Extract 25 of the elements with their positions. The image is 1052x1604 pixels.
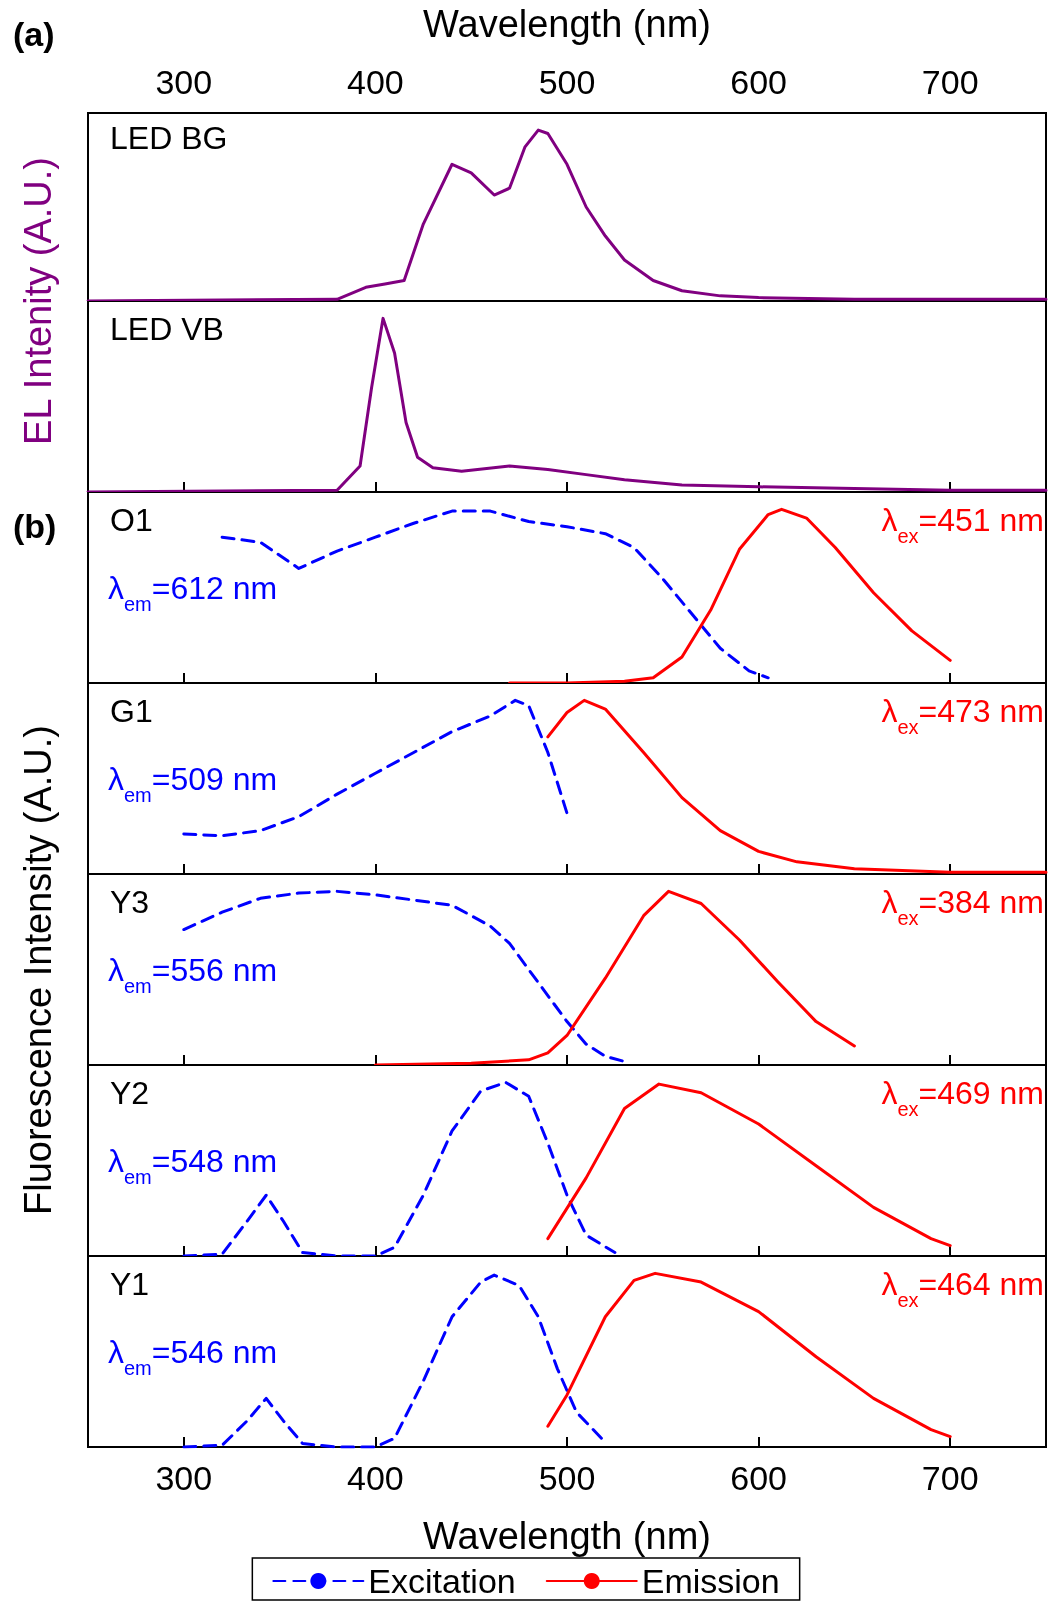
annotation: Y2 [110,1075,150,1111]
x-tick-label: 600 [730,63,787,101]
chart-title: (b) [13,507,57,545]
x-tick-label: 300 [155,63,213,101]
annotation: LED BG [110,120,228,156]
annotation: LED VB [110,311,224,347]
x-tick-label: 400 [347,1459,404,1497]
x-tick-label: 600 [730,1459,787,1497]
annotation: Y3 [110,884,150,920]
x-tick-label: 700 [921,63,979,101]
x-tick-label: 500 [538,63,596,101]
x-axis-title: Wavelength (nm) [423,1515,711,1557]
legend-label: Excitation [368,1562,516,1600]
x-tick-label: 500 [538,1459,596,1497]
x-tick-label: 400 [347,63,404,101]
x-tick-label: 700 [921,1459,979,1497]
legend-label: Emission [641,1562,780,1600]
y-axis-title: Fluorescence Intensity (A.U.) [16,724,60,1215]
annotation: O1 [110,502,153,538]
annotation: Y1 [110,1266,150,1302]
chart-title: (a) [13,15,55,53]
x-tick-label: 300 [155,1459,213,1497]
x-axis-title: Wavelength (nm) [423,3,711,45]
y-axis-title: EL Intenity (A.U.) [16,157,60,445]
annotation: G1 [110,693,153,729]
